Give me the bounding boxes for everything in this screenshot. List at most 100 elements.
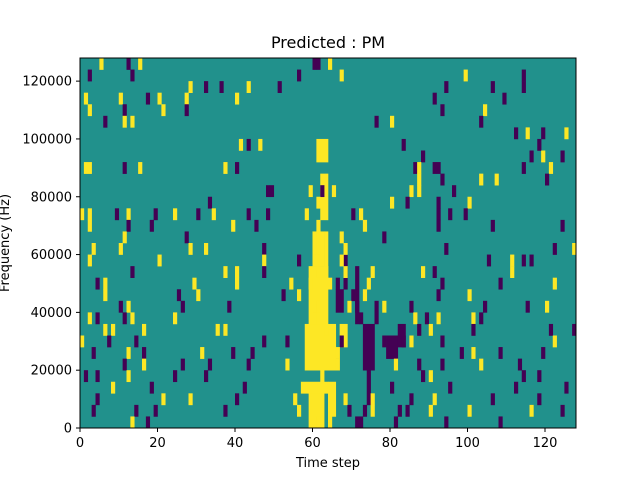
heatmap-cell bbox=[428, 323, 433, 336]
heatmap-cell bbox=[452, 185, 457, 198]
y-tick-label: 40000 bbox=[31, 306, 72, 321]
heatmap-cell bbox=[293, 393, 298, 406]
heatmap-cell bbox=[529, 254, 534, 267]
heatmap-cell bbox=[479, 173, 484, 186]
heatmap-cell bbox=[343, 266, 348, 278]
heatmap-cell bbox=[564, 381, 569, 394]
heatmap-cell bbox=[142, 323, 147, 336]
heatmap-cell bbox=[277, 81, 282, 93]
heatmap-cell bbox=[312, 58, 317, 70]
heatmap-cell bbox=[126, 370, 131, 383]
heatmap-cell bbox=[316, 231, 321, 244]
heatmap-region bbox=[328, 381, 337, 417]
heatmap-cell bbox=[312, 312, 317, 325]
y-axis-label: Frequency (Hz) bbox=[0, 194, 13, 292]
heatmap-cell bbox=[463, 69, 468, 82]
heatmap-cell bbox=[297, 404, 302, 417]
heatmap-cell bbox=[471, 312, 476, 325]
heatmap-cell bbox=[436, 162, 441, 174]
heatmap-cell bbox=[320, 370, 325, 383]
heatmap-cell bbox=[521, 69, 526, 82]
heatmap-cell bbox=[490, 81, 495, 93]
heatmap-cell bbox=[405, 196, 410, 209]
heatmap-cell bbox=[316, 300, 321, 313]
heatmap-cell bbox=[235, 162, 240, 174]
heatmap-cell bbox=[126, 58, 131, 70]
heatmap-cell bbox=[161, 104, 166, 117]
y-tick-label: 60000 bbox=[31, 248, 72, 263]
heatmap-cell bbox=[80, 208, 85, 221]
heatmap-cell bbox=[479, 115, 484, 128]
heatmap-cell bbox=[262, 243, 267, 255]
x-tick-label: 120 bbox=[533, 436, 558, 451]
x-tick-label: 40 bbox=[227, 436, 244, 451]
heatmap-cell bbox=[362, 289, 368, 302]
heatmap-cell bbox=[382, 335, 387, 348]
heatmap-cell bbox=[498, 416, 503, 429]
heatmap-cell bbox=[448, 381, 453, 394]
heatmap-cell bbox=[316, 416, 321, 429]
heatmap-cell bbox=[359, 208, 364, 221]
heatmap-cell bbox=[188, 243, 193, 255]
x-tick-label: 80 bbox=[382, 436, 399, 451]
heatmap-cell bbox=[173, 208, 178, 221]
heatmap-cell bbox=[417, 185, 422, 198]
heatmap-cell bbox=[467, 196, 472, 209]
chart-title: Predicted : PM bbox=[271, 33, 385, 52]
heatmap-cell bbox=[359, 416, 364, 429]
heatmap-cell bbox=[355, 416, 360, 429]
heatmap-cell bbox=[316, 219, 321, 232]
heatmap-cell bbox=[417, 358, 422, 371]
heatmap-cell bbox=[440, 277, 445, 290]
heatmap-cell bbox=[564, 127, 569, 140]
heatmap-cell bbox=[138, 162, 143, 174]
plot-area bbox=[79, 57, 577, 429]
heatmap-cell bbox=[126, 300, 131, 313]
heatmap-cell bbox=[196, 289, 201, 302]
heatmap-cell bbox=[417, 323, 422, 336]
heatmap-cell bbox=[444, 416, 449, 429]
heatmap-cell bbox=[99, 58, 104, 70]
heatmap-cell bbox=[529, 404, 534, 417]
heatmap-cell bbox=[254, 219, 259, 232]
heatmap-cell bbox=[142, 358, 147, 371]
heatmap-cell bbox=[572, 243, 577, 255]
heatmap-cell bbox=[289, 277, 294, 290]
heatmap-cell bbox=[266, 208, 271, 221]
heatmap-cell bbox=[374, 115, 379, 128]
heatmap-cell bbox=[87, 208, 92, 221]
heatmap-cell bbox=[324, 266, 329, 278]
heatmap-cell bbox=[204, 243, 209, 255]
heatmap-cell bbox=[444, 243, 449, 255]
heatmap-cell bbox=[517, 358, 523, 371]
heatmap-cell bbox=[114, 208, 120, 221]
heatmap-cell bbox=[316, 196, 321, 209]
heatmap-cell bbox=[211, 208, 216, 221]
heatmap-cell bbox=[343, 243, 348, 255]
heatmap-cell bbox=[498, 277, 503, 290]
heatmap-cell bbox=[494, 173, 499, 186]
heatmap-cell bbox=[95, 393, 100, 406]
heatmap-cell bbox=[335, 358, 340, 371]
heatmap-cell bbox=[157, 92, 162, 105]
heatmap-cell bbox=[231, 219, 236, 232]
heatmap-cell bbox=[91, 243, 96, 255]
x-axis: 0 20 40 60 80 100 120 bbox=[76, 428, 558, 451]
heatmap-cell bbox=[390, 115, 395, 128]
heatmap-cell bbox=[134, 335, 139, 348]
heatmap-cell bbox=[87, 104, 92, 117]
heatmap-cell bbox=[130, 312, 135, 325]
x-tick-label: 0 bbox=[76, 436, 84, 451]
heatmap-cell bbox=[95, 277, 100, 290]
heatmap-cell bbox=[258, 138, 263, 151]
heatmap-cell bbox=[432, 92, 437, 105]
heatmap-cell bbox=[405, 404, 410, 417]
heatmap-cell bbox=[308, 277, 313, 290]
heatmap-cell bbox=[87, 254, 92, 267]
heatmap-cell bbox=[343, 393, 348, 406]
heatmap-cell bbox=[417, 173, 422, 186]
heatmap-cell bbox=[145, 416, 151, 429]
heatmap-cell bbox=[204, 370, 209, 383]
heatmap-cell bbox=[436, 289, 441, 302]
